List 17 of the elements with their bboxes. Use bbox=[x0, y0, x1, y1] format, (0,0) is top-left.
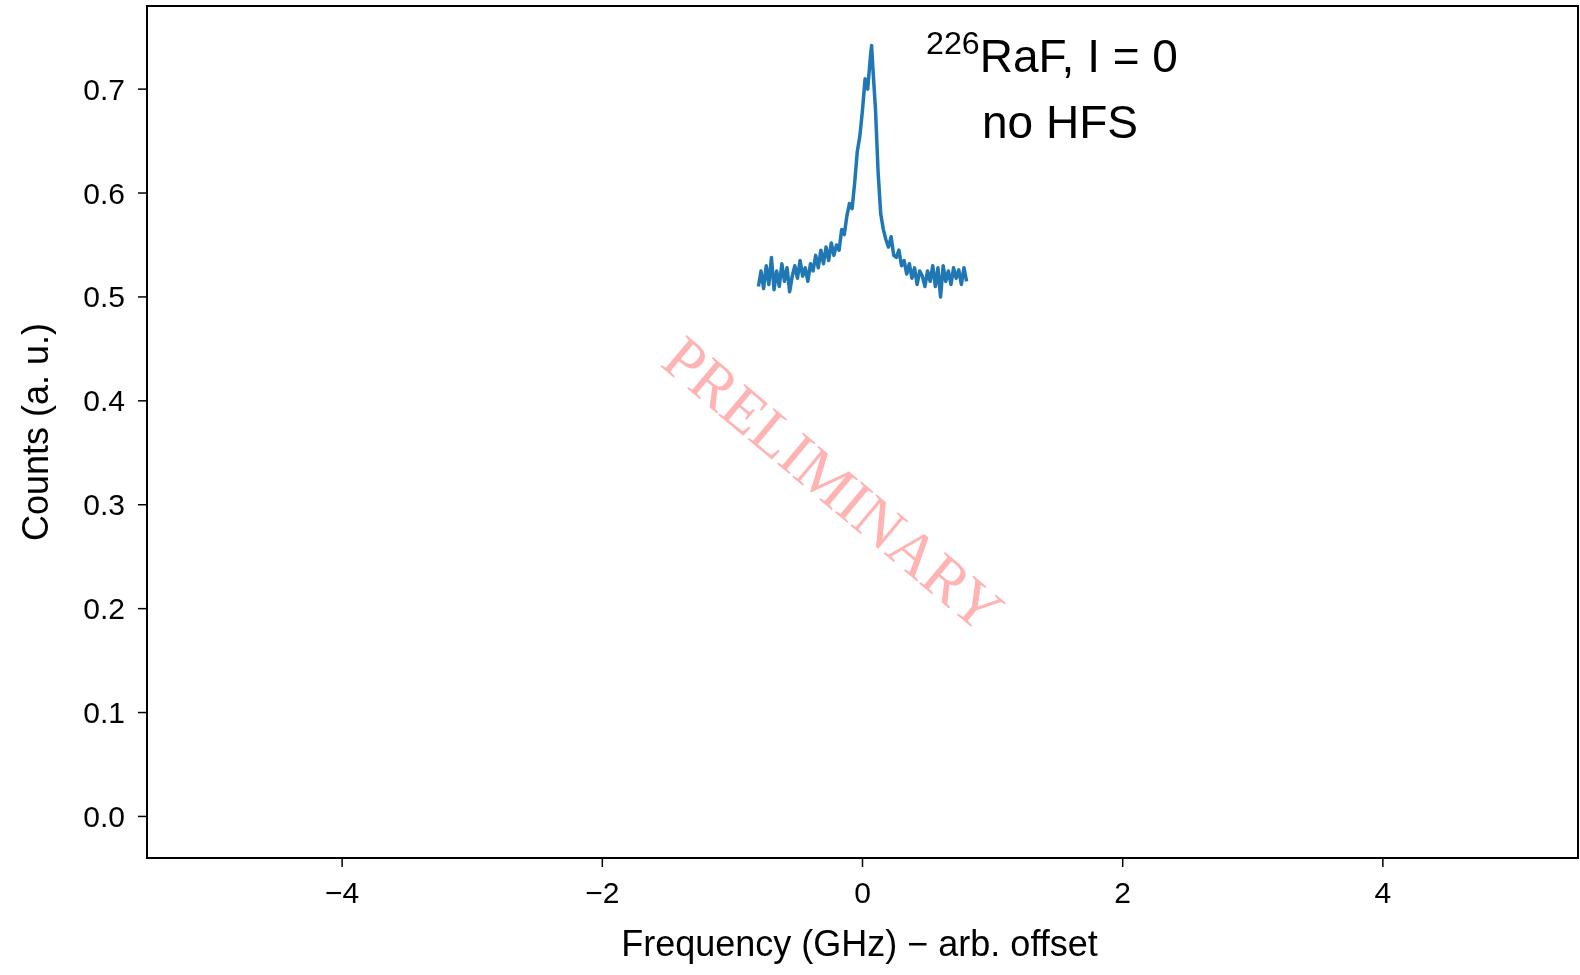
y-axis-title: Counts (a. u.) bbox=[15, 322, 56, 542]
x-tick-label: 0 bbox=[854, 876, 871, 909]
x-tick-label: −4 bbox=[325, 876, 360, 909]
y-tick-label: 0.0 bbox=[83, 799, 125, 833]
annotation: no HFS bbox=[982, 96, 1138, 148]
x-tick-label: 4 bbox=[1374, 876, 1392, 909]
y-tick-label: 0.6 bbox=[83, 176, 125, 210]
y-tick-label: 0.5 bbox=[83, 280, 125, 314]
y-tick-label: 0.4 bbox=[83, 384, 125, 418]
annotation: $^{226}$RaF, I = 0 bbox=[926, 25, 1178, 82]
y-tick-label: 0.7 bbox=[83, 72, 125, 106]
x-tick-label: 2 bbox=[1114, 876, 1132, 909]
y-tick-label: 0.1 bbox=[83, 696, 125, 730]
y-tick-label: 0.2 bbox=[83, 592, 125, 626]
y-tick-label: 0.3 bbox=[83, 488, 125, 522]
x-tick-label: −2 bbox=[585, 876, 620, 909]
x-axis-title: Frequency (GHz) − arb. offset bbox=[621, 923, 1098, 964]
